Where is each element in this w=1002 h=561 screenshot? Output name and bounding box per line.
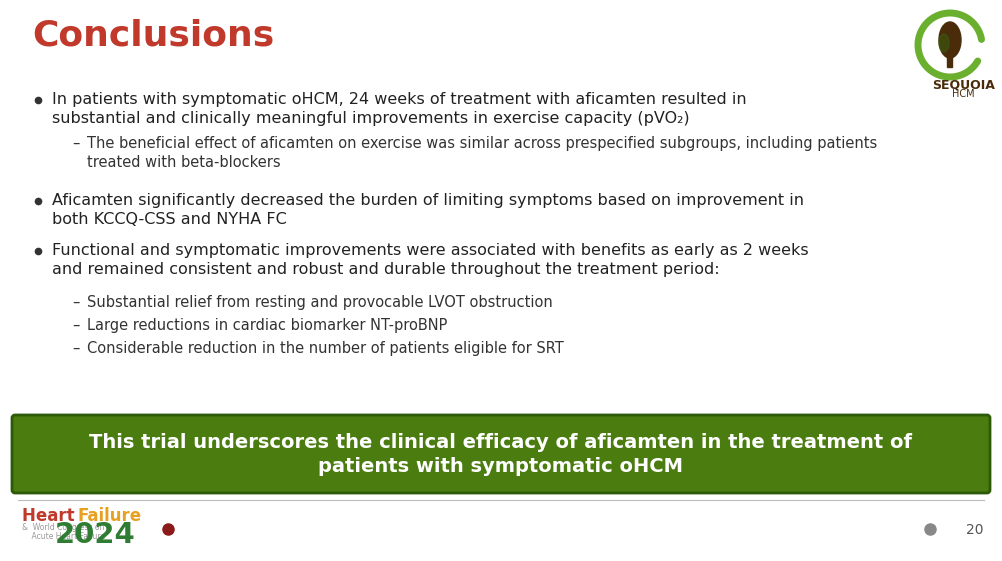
Text: both KCCQ-CSS and NYHA FC: both KCCQ-CSS and NYHA FC [52,212,287,227]
Text: Conclusions: Conclusions [32,18,275,52]
Text: HCM: HCM [952,89,975,99]
Text: Large reductions in cardiac biomarker NT-proBNP: Large reductions in cardiac biomarker NT… [87,318,447,333]
Text: treated with beta-blockers: treated with beta-blockers [87,155,281,170]
Text: Heart: Heart [22,507,80,525]
Text: –: – [72,136,79,151]
Text: Failure: Failure [78,507,142,525]
Text: and remained consistent and robust and durable throughout the treatment period:: and remained consistent and robust and d… [52,262,719,277]
Text: This trial underscores the clinical efficacy of aficamten in the treatment of: This trial underscores the clinical effi… [89,433,913,452]
Text: –: – [72,295,79,310]
Text: –: – [72,341,79,356]
Text: 20: 20 [966,523,984,537]
Ellipse shape [939,22,961,58]
Text: Substantial relief from resting and provocable LVOT obstruction: Substantial relief from resting and prov… [87,295,553,310]
Text: Aficamten significantly decreased the burden of limiting symptoms based on impro: Aficamten significantly decreased the bu… [52,193,804,208]
Text: In patients with symptomatic oHCM, 24 weeks of treatment with aficamten resulted: In patients with symptomatic oHCM, 24 we… [52,92,746,107]
Text: SEQUOIA: SEQUOIA [932,78,995,91]
Ellipse shape [939,34,949,52]
Bar [948,51,953,67]
Text: The beneficial effect of aficamten on exercise was similar across prespecified s: The beneficial effect of aficamten on ex… [87,136,877,151]
Text: substantial and clinically meaningful improvements in exercise capacity (pVO₂): substantial and clinically meaningful im… [52,111,689,126]
Text: patients with symptomatic oHCM: patients with symptomatic oHCM [319,457,683,476]
FancyBboxPatch shape [12,415,990,493]
Text: Functional and symptomatic improvements were associated with benefits as early a: Functional and symptomatic improvements … [52,243,809,258]
Text: Acute Heart Failure: Acute Heart Failure [22,532,105,541]
Text: &  World Congress on: & World Congress on [22,523,104,532]
Text: Considerable reduction in the number of patients eligible for SRT: Considerable reduction in the number of … [87,341,564,356]
Text: –: – [72,318,79,333]
Text: 2024: 2024 [55,521,135,549]
